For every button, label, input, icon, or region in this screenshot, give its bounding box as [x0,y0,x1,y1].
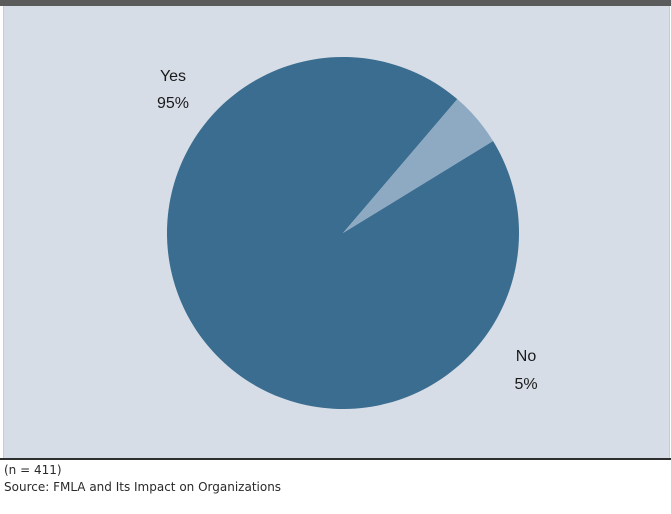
top-border-bar [0,0,671,6]
slice-value-no: 5% [514,376,537,393]
pie-slices [166,57,519,410]
pie-chart: Yes 95% No 5% [157,57,538,410]
slice-labels: Yes 95% No 5% [157,68,538,393]
bottom-rule [0,458,671,460]
slice-label-yes: Yes [160,68,186,85]
chart-notes: (n = 411) Source: FMLA and Its Impact on… [4,462,281,496]
slice-label-no: No [516,348,537,365]
source-note: Source: FMLA and Its Impact on Organizat… [4,480,282,494]
pie-slice-yes [166,57,519,410]
sample-size-note: (n = 411) [4,463,62,477]
pie-slice-no [343,99,494,233]
slice-value-yes: 95% [157,95,189,112]
